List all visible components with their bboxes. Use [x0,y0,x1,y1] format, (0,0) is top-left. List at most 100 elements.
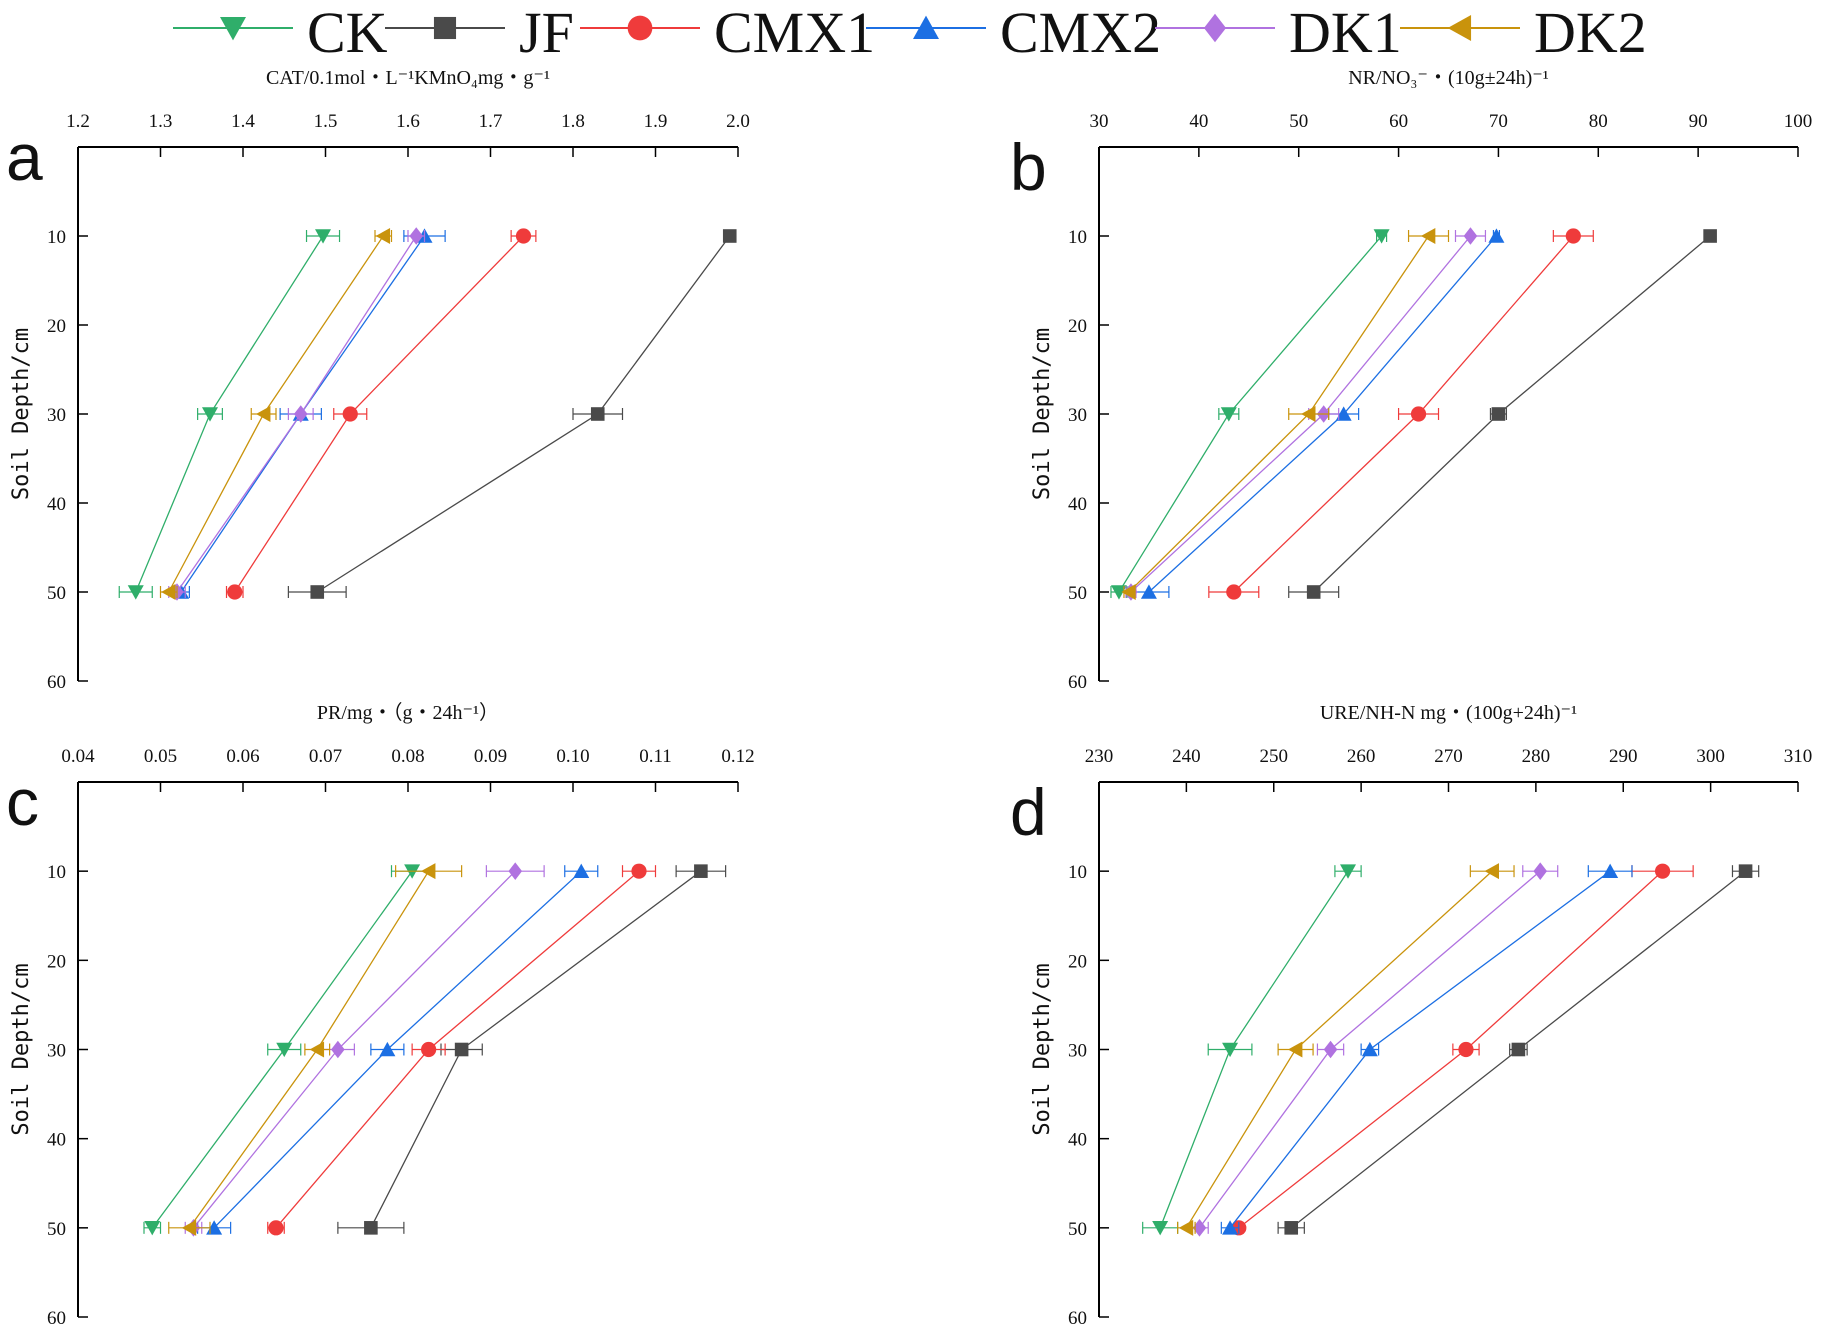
data-point [1335,406,1352,421]
data-point [1110,585,1127,600]
y-tick-label: 40 [1068,494,1087,515]
x-tick-label: 0.10 [556,746,589,767]
y-tick-label: 20 [47,951,66,972]
data-point [1361,1041,1378,1057]
x-tick-label: 0.09 [474,746,507,767]
y-tick-label: 60 [47,672,66,693]
data-point [1340,864,1357,879]
data-point [1654,863,1671,879]
legend-marker-circle [627,15,653,41]
x-tick-label: 2.0 [726,111,750,132]
x-tick-label: 0.04 [61,746,95,767]
y-tick-label: 30 [1068,405,1087,426]
y-tick-label: 10 [1068,862,1087,883]
data-point [227,584,243,600]
x-tick-label: 50 [1289,111,1308,132]
data-point [1152,1221,1169,1236]
data-point [1192,1219,1207,1237]
x-tick-label: 0.08 [391,746,424,767]
data-point [1220,407,1237,422]
panel-a: a CAT/0.1mol・L⁻¹KMnO₄mg・g⁻¹ 1.2 1.3 1.4 1.5 1.… [6,67,750,693]
panel-letter: c [6,765,39,839]
y-tick-label: 60 [1068,1308,1087,1329]
series-jf [1288,229,1717,599]
x-tick-label: 0.07 [309,746,342,767]
data-point [1284,1221,1299,1235]
series-cmx2 [197,863,599,1235]
panel-letter: d [1010,775,1047,849]
data-point [1565,228,1581,244]
legend-marker-triangle-up [913,15,939,40]
data-point [631,863,647,879]
series-line [234,235,524,593]
data-point [1602,863,1619,878]
data-point [1703,229,1717,243]
data-point [508,862,523,880]
x-tick-label: 1.7 [479,111,503,132]
y-axis-title: Soil Depth/cm [1030,328,1055,500]
series-cmx1 [1208,228,1594,600]
y-axis-title: Soil Depth/cm [1030,963,1055,1135]
panel-d: d URE/NH-N mg・(100g+24h)⁻¹ 230 240 250 260 270… [1010,702,1812,1329]
data-point [1373,229,1390,244]
data-point [1488,228,1505,243]
series-line [316,235,731,593]
series-dk2 [159,228,393,600]
x-tick-label: 310 [1784,746,1813,767]
x-tick-label: 290 [1609,746,1638,767]
y-tick-label: 30 [1068,1041,1087,1062]
x-tick-label: 1.3 [149,111,173,132]
x-tick-label: 240 [1172,746,1201,767]
x-tick-label: 0.05 [144,746,177,767]
data-point [1178,1219,1194,1236]
data-point [256,406,271,422]
data-point [1410,406,1427,422]
data-point [315,229,332,244]
data-point [515,228,532,244]
x-axis-title: NR/NO₃⁻・(10g±24h)⁻¹ [1348,67,1549,89]
y-tick-label: 50 [1068,583,1087,604]
x-tick-label: 1.5 [314,111,338,132]
series-dk2 [168,863,463,1236]
y-tick-label: 20 [1068,951,1087,972]
data-point [127,585,144,600]
series-jf [337,864,727,1235]
x-tick-label: 30 [1090,111,1109,132]
y-tick-label: 60 [47,1308,66,1329]
panel-b: b NR/NO₃⁻・(10g±24h)⁻¹ 30 40 50 60 70 80 90 100 10 2… [1010,67,1812,693]
legend-item-ck: CK [173,0,388,65]
legend-label: CMX1 [714,0,875,65]
data-point [331,1040,345,1059]
panel-letter: a [6,120,43,194]
panel-letter: b [1010,130,1047,204]
data-point [722,229,737,243]
y-tick-label: 10 [47,227,66,248]
y-tick-label: 30 [47,1041,66,1062]
x-tick-label: 60 [1389,111,1408,132]
data-point [1121,584,1136,600]
series-dk2 [1177,863,1515,1236]
data-point [310,585,325,599]
x-tick-label: 40 [1189,111,1208,132]
x-tick-label: 0.12 [721,746,754,767]
legend-item-dk2: DK2 [1400,0,1647,65]
x-tick-label: 90 [1689,111,1708,132]
data-point [1533,862,1548,880]
y-tick-label: 20 [1068,316,1087,337]
data-point [276,1042,293,1058]
legend-marker-triangle-left [1447,15,1472,41]
data-point [421,1041,437,1058]
data-point [342,406,358,422]
data-point [1140,584,1157,599]
x-tick-label: 280 [1522,746,1551,767]
data-point [409,227,424,245]
data-point [590,407,605,421]
y-tick-label: 40 [1068,1130,1087,1151]
y-tick-label: 50 [47,1219,66,1240]
data-point [375,228,391,244]
series-jf [1277,864,1760,1235]
series-dk1 [184,862,545,1237]
y-axis-title: Soil Depth/cm [9,963,34,1135]
x-axis-title: PR/mg・（g・24h⁻¹） [317,701,499,724]
data-point [1301,406,1316,422]
